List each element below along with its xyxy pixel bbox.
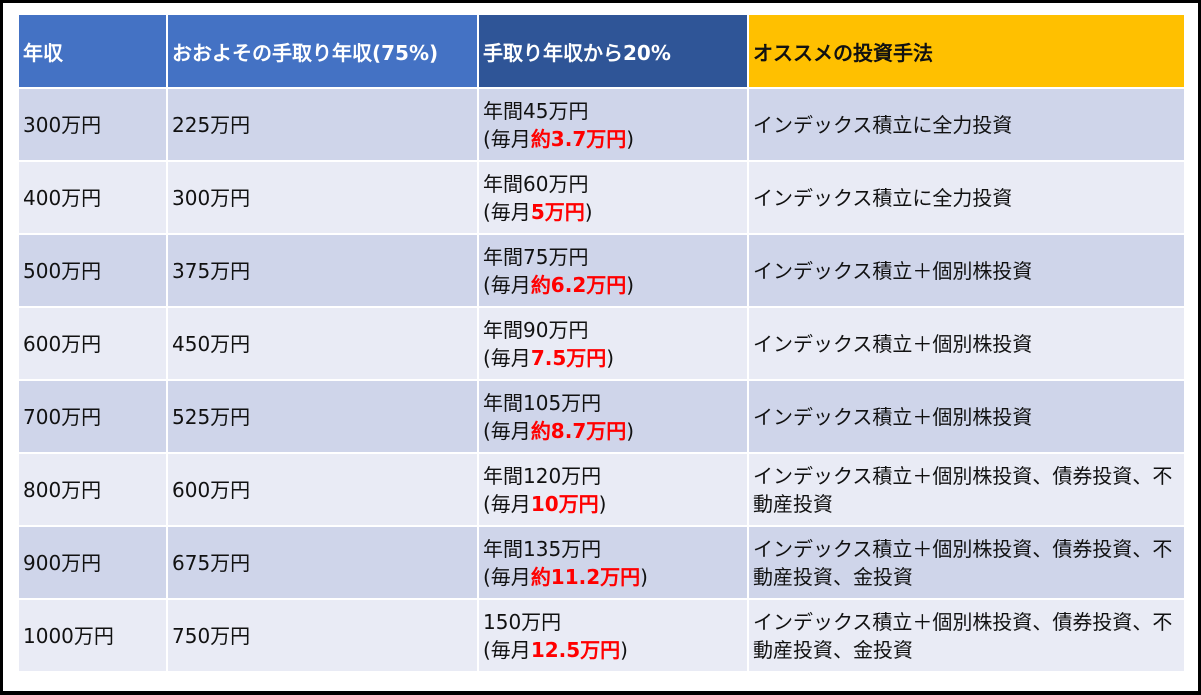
- saving-cell: 年間90万円 (毎月7.5万円): [477, 306, 749, 381]
- header-method: オススメの投資手法: [747, 13, 1186, 89]
- monthly-prefix: (毎月: [483, 418, 531, 443]
- monthly-amount: (毎月約3.7万円): [483, 125, 743, 153]
- annual-amount: 年間120万円: [483, 463, 602, 488]
- method-cell: インデックス積立＋個別株投資: [747, 379, 1186, 454]
- takehome-cell: 225万円: [166, 87, 479, 162]
- method-cell: インデックス積立に全力投資: [747, 160, 1186, 235]
- monthly-prefix: (毎月: [483, 637, 531, 662]
- annual-amount: 年間60万円: [483, 171, 589, 196]
- monthly-suffix: ): [620, 637, 628, 662]
- table-row: 600万円 450万円 年間90万円 (毎月7.5万円) インデックス積立＋個別株投資: [17, 306, 1186, 381]
- monthly-prefix: (毎月: [483, 564, 531, 589]
- monthly-value: 12.5万円: [530, 637, 621, 662]
- monthly-suffix: ): [626, 126, 635, 151]
- header-income: 年収: [17, 13, 168, 89]
- table-row: 300万円 225万円 年間45万円 (毎月約3.7万円) インデックス積立に全力投資: [17, 87, 1186, 162]
- monthly-value: 約8.7万円: [530, 418, 627, 443]
- saving-cell: 年間60万円 (毎月5万円): [477, 160, 749, 235]
- monthly-prefix: (毎月: [483, 199, 531, 224]
- monthly-amount: (毎月5万円): [483, 198, 743, 226]
- method-cell: インデックス積立＋個別株投資、債券投資、不動産投資: [747, 452, 1186, 527]
- investment-table: 年収 おおよその手取り年収(75%) 手取り年収から20% オススメの投資手法 …: [17, 13, 1186, 673]
- table-row: 400万円 300万円 年間60万円 (毎月5万円) インデックス積立に全力投資: [17, 160, 1186, 235]
- header-takehome: おおよその手取り年収(75%): [166, 13, 479, 89]
- income-cell: 1000万円: [17, 598, 168, 673]
- saving-cell: 150万円 (毎月12.5万円): [477, 598, 749, 673]
- saving-cell: 年間45万円 (毎月約3.7万円): [477, 87, 749, 162]
- table-row: 1000万円 750万円 150万円 (毎月12.5万円) インデックス積立＋個別株投資…: [17, 598, 1186, 673]
- takehome-cell: 750万円: [166, 598, 479, 673]
- saving-cell: 年間120万円 (毎月10万円): [477, 452, 749, 527]
- monthly-value: 約6.2万円: [530, 272, 627, 297]
- annual-amount: 年間75万円: [483, 244, 589, 269]
- income-cell: 700万円: [17, 379, 168, 454]
- monthly-value: 7.5万円: [530, 345, 607, 370]
- method-cell: インデックス積立＋個別株投資、債券投資、不動産投資、金投資: [747, 525, 1186, 600]
- takehome-cell: 600万円: [166, 452, 479, 527]
- income-cell: 300万円: [17, 87, 168, 162]
- saving-cell: 年間75万円 (毎月約6.2万円): [477, 233, 749, 308]
- monthly-prefix: (毎月: [483, 272, 531, 297]
- takehome-cell: 300万円: [166, 160, 479, 235]
- monthly-value: 10万円: [530, 491, 599, 516]
- annual-amount: 年間135万円: [483, 536, 602, 561]
- monthly-suffix: ): [606, 345, 615, 370]
- monthly-amount: (毎月12.5万円): [483, 636, 743, 664]
- takehome-cell: 375万円: [166, 233, 479, 308]
- income-cell: 500万円: [17, 233, 168, 308]
- takehome-cell: 525万円: [166, 379, 479, 454]
- table-row: 900万円 675万円 年間135万円 (毎月約11.2万円) インデックス積立＋個別株…: [17, 525, 1186, 600]
- annual-amount: 年間90万円: [483, 317, 589, 342]
- takehome-cell: 450万円: [166, 306, 479, 381]
- table-row: 800万円 600万円 年間120万円 (毎月10万円) インデックス積立＋個別株投資、…: [17, 452, 1186, 527]
- header-twenty-percent: 手取り年収から20%: [477, 13, 749, 89]
- monthly-amount: (毎月約11.2万円): [483, 563, 743, 591]
- method-cell: インデックス積立＋個別株投資、債券投資、不動産投資、金投資: [747, 598, 1186, 673]
- income-cell: 900万円: [17, 525, 168, 600]
- method-cell: インデックス積立＋個別株投資: [747, 233, 1186, 308]
- table-row: 700万円 525万円 年間105万円 (毎月約8.7万円) インデックス積立＋個別株投…: [17, 379, 1186, 454]
- annual-amount: 150万円: [483, 609, 562, 634]
- monthly-suffix: ): [640, 564, 648, 589]
- monthly-amount: (毎月7.5万円): [483, 344, 743, 372]
- income-cell: 400万円: [17, 160, 168, 235]
- income-cell: 800万円: [17, 452, 168, 527]
- monthly-amount: (毎月約6.2万円): [483, 271, 743, 299]
- monthly-amount: (毎月10万円): [483, 490, 743, 518]
- monthly-prefix: (毎月: [483, 491, 531, 516]
- annual-amount: 年間105万円: [483, 390, 602, 415]
- monthly-suffix: ): [626, 418, 635, 443]
- monthly-prefix: (毎月: [483, 126, 531, 151]
- monthly-suffix: ): [626, 272, 635, 297]
- monthly-suffix: ): [584, 199, 593, 224]
- table-row: 500万円 375万円 年間75万円 (毎月約6.2万円) インデックス積立＋個別株投資: [17, 233, 1186, 308]
- saving-cell: 年間135万円 (毎月約11.2万円): [477, 525, 749, 600]
- income-cell: 600万円: [17, 306, 168, 381]
- monthly-value: 約11.2万円: [530, 564, 641, 589]
- saving-cell: 年間105万円 (毎月約8.7万円): [477, 379, 749, 454]
- monthly-prefix: (毎月: [483, 345, 531, 370]
- monthly-suffix: ): [598, 491, 607, 516]
- page-frame: 年収 おおよその手取り年収(75%) 手取り年収から20% オススメの投資手法 …: [3, 3, 1198, 691]
- takehome-cell: 675万円: [166, 525, 479, 600]
- monthly-value: 5万円: [530, 199, 585, 224]
- monthly-value: 約3.7万円: [530, 126, 627, 151]
- monthly-amount: (毎月約8.7万円): [483, 417, 743, 445]
- annual-amount: 年間45万円: [483, 98, 589, 123]
- method-cell: インデックス積立＋個別株投資: [747, 306, 1186, 381]
- method-cell: インデックス積立に全力投資: [747, 87, 1186, 162]
- header-row: 年収 おおよその手取り年収(75%) 手取り年収から20% オススメの投資手法: [17, 13, 1186, 89]
